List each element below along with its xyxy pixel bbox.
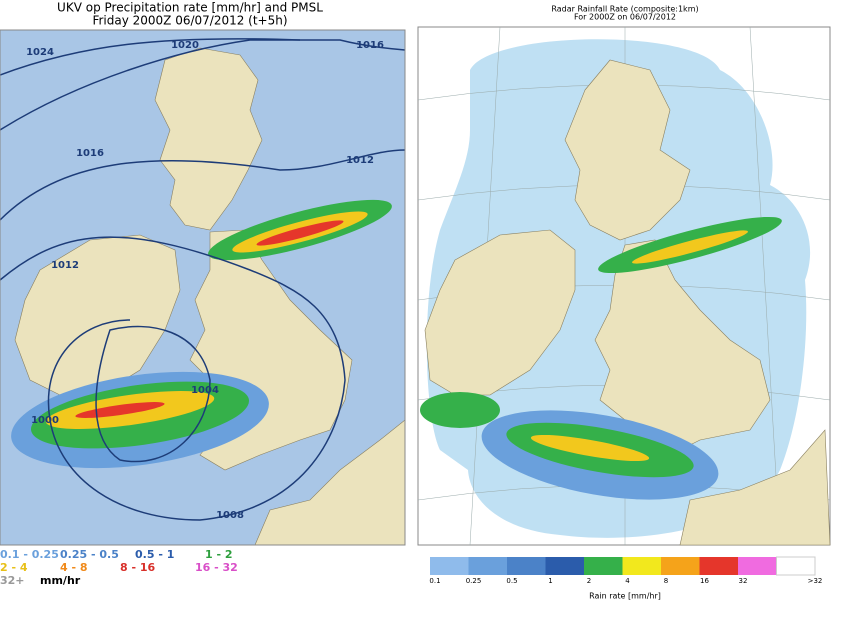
- colorbar-swatch: [430, 557, 469, 575]
- isobar-label: 1020: [171, 40, 199, 51]
- right-title: Radar Rainfall Rate (composite:1km): [551, 5, 698, 14]
- left-subtitle: Friday 2000Z 06/07/2012 (t+5h): [92, 14, 287, 28]
- colorbar-label: 1: [548, 577, 552, 585]
- legend-label: 4 - 8: [60, 561, 88, 574]
- isobar-label: 1024: [26, 47, 54, 58]
- colorbar-swatch: [507, 557, 546, 575]
- scotland: [154, 47, 263, 231]
- radar-scotland: [564, 59, 691, 241]
- colorbar-label: 16: [700, 577, 709, 585]
- left-panel: UKV op Precipitation rate [mm/hr] and PM…: [0, 1, 406, 587]
- radar-ireland: [424, 229, 576, 396]
- isobar-label: 1016: [76, 148, 104, 159]
- isobar-label: 1000: [31, 415, 59, 426]
- left-frame: [0, 29, 406, 546]
- colorbar-label: 8: [664, 577, 668, 585]
- precipitation: [11, 199, 392, 469]
- colorbar-label: 32: [739, 577, 748, 585]
- right-panel: Radar Rainfall Rate (composite:1km) For …: [417, 5, 831, 601]
- colorbar-label: 2: [587, 577, 591, 585]
- colorbar-label: 0.5: [506, 577, 517, 585]
- legend-label: mm/hr: [40, 574, 81, 587]
- colorbar-label: 0.1: [429, 577, 440, 585]
- legend-label: 0.1 - 0.25: [0, 548, 59, 561]
- colorbar-swatch: [468, 557, 507, 575]
- colorbar-swatch: [776, 556, 816, 576]
- colorbar-label: >32: [808, 577, 823, 585]
- right-subtitle: For 2000Z on 06/07/2012: [574, 13, 676, 22]
- isobar-labels: 1024 1020 1016 1016 1012 1012 1004 1008 1000: [26, 40, 384, 521]
- colorbar-swatch: [699, 557, 738, 575]
- colorbar-swatch: [661, 557, 700, 575]
- isobar-label: 1004: [191, 385, 219, 396]
- colorbar-swatch: [545, 557, 584, 575]
- isobar-label: 1016: [356, 40, 384, 51]
- isobar-label: 1012: [346, 155, 374, 166]
- isobars: [0, 38, 406, 521]
- radar-precipitation: [420, 216, 782, 500]
- colorbar-label: 0.25: [466, 577, 482, 585]
- left-legend: 0.1 - 0.25 0.25 - 0.5 0.5 - 1 1 - 2 2 - 4 4 -…: [0, 548, 238, 587]
- colorbar: 0.1 0.25 0.5 1 2 4 8 16 32 >32 Rain rate [mm/hr]: [429, 556, 823, 601]
- colorbar-swatch: [584, 557, 623, 575]
- legend-label: 1 - 2: [205, 548, 233, 561]
- legend-label: 8 - 16: [120, 561, 156, 574]
- legend-label: 0.5 - 1: [135, 548, 174, 561]
- isobar-label: 1012: [51, 260, 79, 271]
- colorbar-swatch: [738, 557, 777, 575]
- ireland: [14, 234, 181, 396]
- left-title: UKV op Precipitation rate [mm/hr] and PM…: [57, 1, 323, 15]
- legend-label: 16 - 32: [195, 561, 238, 574]
- radar-france: [679, 429, 831, 546]
- legend-label: 32+: [0, 574, 25, 587]
- colorbar-label: 4: [625, 577, 630, 585]
- colorbar-swatch: [622, 557, 661, 575]
- legend-label: 0.25 - 0.5: [60, 548, 119, 561]
- colorbar-axis-label: Rain rate [mm/hr]: [589, 592, 661, 601]
- isobar-label: 1008: [216, 510, 244, 521]
- legend-label: 2 - 4: [0, 561, 28, 574]
